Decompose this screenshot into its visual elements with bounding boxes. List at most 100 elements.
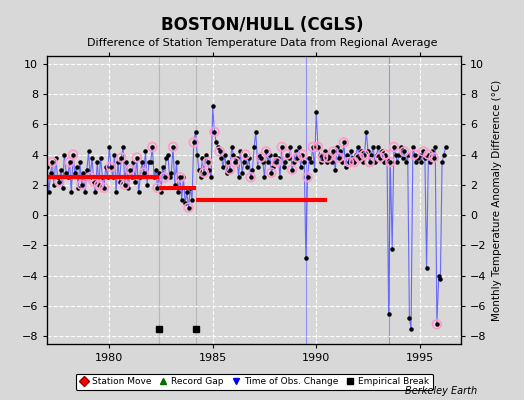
Point <box>352 151 360 158</box>
Point <box>83 166 91 173</box>
Point <box>100 185 108 191</box>
Point <box>293 154 301 161</box>
Point <box>231 159 239 165</box>
Point <box>388 245 396 252</box>
Point <box>90 179 98 185</box>
Point <box>355 154 364 161</box>
Point <box>241 151 249 158</box>
Point <box>66 159 74 165</box>
Point <box>74 185 82 191</box>
Point <box>55 179 63 185</box>
Point <box>282 151 291 158</box>
Point <box>269 164 277 170</box>
Point <box>426 159 434 165</box>
Point <box>395 151 403 158</box>
Point <box>115 179 124 185</box>
Point <box>160 174 169 180</box>
Point <box>86 174 94 180</box>
Point <box>298 151 307 158</box>
Point <box>254 164 262 170</box>
Point <box>183 189 191 196</box>
Point <box>314 144 322 150</box>
Point <box>112 189 121 196</box>
Point <box>162 154 170 161</box>
Point <box>302 254 310 261</box>
Point <box>43 164 51 170</box>
Point <box>322 159 331 165</box>
Point <box>117 154 125 161</box>
Point <box>298 151 307 158</box>
Point <box>354 144 362 150</box>
Point <box>176 174 184 180</box>
Point <box>250 144 258 150</box>
Point <box>245 154 253 161</box>
Point <box>96 154 105 161</box>
Point <box>379 159 388 165</box>
Point <box>57 166 65 173</box>
Point <box>48 159 57 165</box>
Point <box>126 166 134 173</box>
Point <box>272 159 281 165</box>
Point <box>188 197 196 203</box>
Point <box>231 159 239 165</box>
Point <box>202 151 210 158</box>
Point <box>412 159 420 165</box>
Point <box>317 159 325 165</box>
Point <box>381 151 389 158</box>
Point <box>55 179 63 185</box>
Point <box>274 154 282 161</box>
Point <box>203 159 212 165</box>
Point <box>334 154 343 161</box>
Point <box>312 109 321 115</box>
Point <box>329 148 337 155</box>
Point <box>279 164 288 170</box>
Point <box>215 148 224 155</box>
Point <box>119 144 127 150</box>
Point <box>110 151 118 158</box>
Point <box>429 154 438 161</box>
Point <box>224 159 233 165</box>
Point <box>190 139 198 146</box>
Point <box>209 103 217 109</box>
Point <box>315 151 324 158</box>
Point <box>328 159 336 165</box>
Point <box>143 182 151 188</box>
Point <box>226 166 234 173</box>
Point <box>114 159 122 165</box>
Point <box>98 174 106 180</box>
Point <box>264 159 272 165</box>
Point <box>278 144 286 150</box>
Point <box>200 170 208 176</box>
Point <box>59 185 67 191</box>
Point <box>348 154 357 161</box>
Point <box>184 204 193 211</box>
Point <box>257 154 265 161</box>
Point <box>373 151 381 158</box>
Text: Difference of Station Temperature Data from Regional Average: Difference of Station Temperature Data f… <box>87 38 437 48</box>
Point <box>158 164 167 170</box>
Point <box>290 159 298 165</box>
Point <box>370 159 379 165</box>
Point <box>343 151 352 158</box>
Point <box>178 197 186 203</box>
Point <box>222 170 231 176</box>
Point <box>154 185 162 191</box>
Point <box>108 174 117 180</box>
Point <box>357 148 365 155</box>
Point <box>47 170 55 176</box>
Point <box>390 144 398 150</box>
Point <box>436 276 445 282</box>
Point <box>367 151 376 158</box>
Point <box>358 159 367 165</box>
Point <box>93 159 102 165</box>
Point <box>157 189 165 196</box>
Point <box>193 151 201 158</box>
Point <box>334 154 343 161</box>
Point <box>297 164 305 170</box>
Point <box>416 151 424 158</box>
Point <box>129 159 138 165</box>
Point <box>431 144 440 150</box>
Point <box>45 189 53 196</box>
Point <box>278 144 286 150</box>
Point <box>190 139 198 146</box>
